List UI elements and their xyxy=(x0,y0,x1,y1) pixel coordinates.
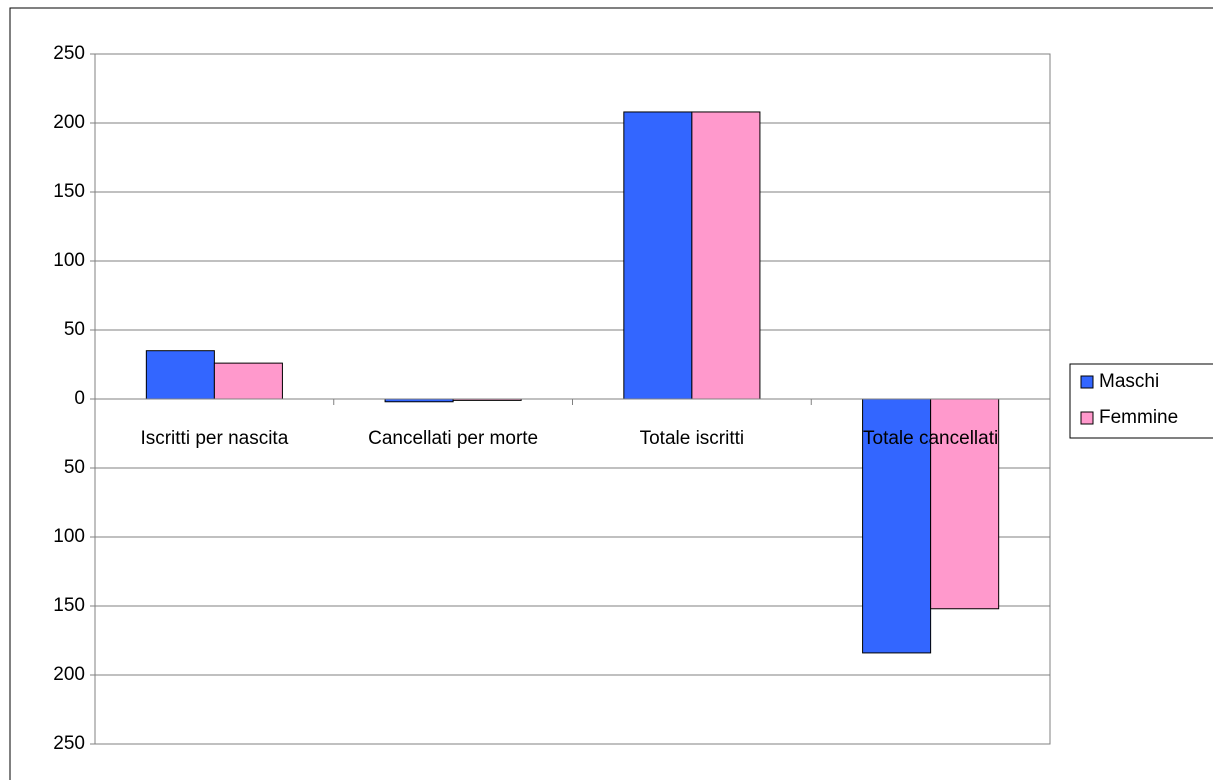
y-tick-label: 50 xyxy=(64,457,85,478)
legend-box xyxy=(1069,363,1213,439)
bar xyxy=(691,111,761,400)
legend-label: Maschi xyxy=(1099,371,1159,392)
y-tick-label: 150 xyxy=(53,595,85,616)
y-tick-label: 250 xyxy=(53,733,85,754)
y-tick-label: 100 xyxy=(53,250,85,271)
legend-swatch xyxy=(1080,375,1094,389)
x-tick-label: Iscritti per nascita xyxy=(140,428,289,449)
bar xyxy=(623,111,693,400)
y-tick-label: 50 xyxy=(64,319,85,340)
bar xyxy=(930,398,1000,610)
x-tick-label: Totale iscritti xyxy=(639,428,745,449)
legend-swatch xyxy=(1080,411,1094,425)
bar xyxy=(213,362,283,400)
y-tick-label: 0 xyxy=(74,388,85,409)
bar xyxy=(145,350,215,400)
y-tick-label: 250 xyxy=(53,43,85,64)
x-tick-label: Cancellati per morte xyxy=(368,428,539,449)
legend-label: Femmine xyxy=(1099,407,1178,428)
y-tick-label: 100 xyxy=(53,526,85,547)
y-tick-label: 150 xyxy=(53,181,85,202)
y-tick-label: 200 xyxy=(53,664,85,685)
bar xyxy=(862,398,932,654)
x-tick-label: Totale cancellati xyxy=(863,428,999,449)
y-tick-label: 200 xyxy=(53,112,85,133)
